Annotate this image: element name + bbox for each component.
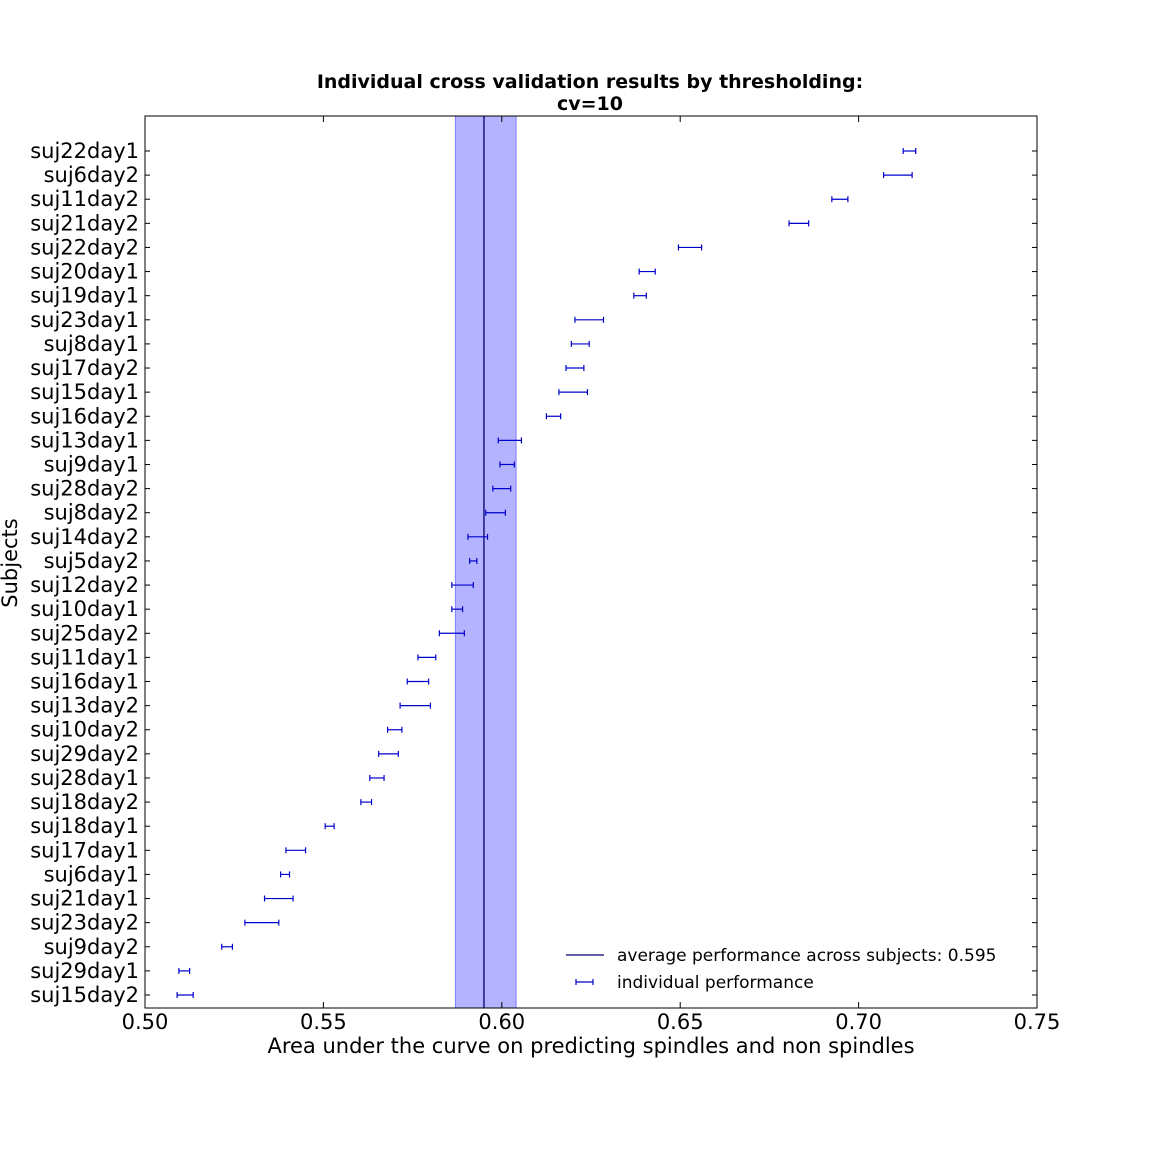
y-axis-label: Subjects [0,518,22,607]
errorbar-suj10day1 [451,606,464,613]
errorbar-suj25day2 [438,630,465,637]
y-tick-label: suj29day2 [30,742,139,766]
errorbar-suj11day1 [417,654,437,661]
y-tick-label: suj10day1 [30,597,139,621]
y-tick-label: suj10day2 [30,718,139,742]
legend-mean-label: average performance across subjects: 0.5… [617,946,996,966]
errorbar-suj29day1 [178,967,191,974]
x-tick-label: 0.65 [657,1010,704,1034]
errorbar-suj6day1 [279,871,291,878]
y-tick-label: suj15day1 [30,380,139,404]
chart-title-line1: Individual cross validation results by t… [317,71,863,93]
errorbar-suj23day2 [244,919,280,926]
x-tick-label: 0.70 [835,1010,882,1034]
errorbar-suj18day1 [324,823,335,830]
x-axis-label: Area under the curve on predicting spind… [267,1034,914,1058]
errorbar-suj19day1 [633,292,647,299]
y-tick-label: suj23day2 [30,911,139,935]
errorbar-suj9day2 [221,943,234,950]
y-tick-label: suj8day1 [44,332,139,356]
legend: average performance across subjects: 0.5… [566,946,996,993]
legend-individual-label: individual performance [617,973,814,993]
y-tick-label: suj12day2 [30,573,139,597]
mean-band-layer [454,115,517,1009]
y-tick-label: suj13day1 [30,428,139,452]
y-tick-label: suj21day1 [30,887,139,911]
x-tick-label: 0.60 [478,1010,525,1034]
errorbar-suj28day1 [369,774,385,781]
tick-labels-layer: suj22day1suj6day2suj11day2suj21day2suj22… [30,139,1060,1034]
mean-confidence-band [454,115,517,1009]
y-tick-label: suj6day2 [44,163,139,187]
x-tick-label: 0.50 [122,1010,169,1034]
y-tick-label: suj18day1 [30,814,139,838]
errorbar-suj21day2 [788,220,810,227]
errorbar-suj13day1 [497,437,523,444]
y-tick-label: suj9day1 [44,452,139,476]
errorbar-suj16day2 [545,413,562,420]
y-tick-label: suj9day2 [44,935,139,959]
errorbar-suj12day2 [451,582,474,589]
plot-frame [144,115,1038,1009]
errorbar-suj14day2 [467,533,489,540]
y-tick-label: suj29day1 [30,959,139,983]
y-tick-label: suj14day2 [30,525,139,549]
errorbar-suj21day1 [263,895,294,902]
y-tick-label: suj28day1 [30,766,139,790]
y-tick-label: suj22day2 [30,235,139,259]
legend-errorbar-swatch [575,979,594,985]
y-tick-label: suj5day2 [44,549,139,573]
y-tick-label: suj17day1 [30,838,139,862]
errorbar-suj8day1 [570,340,590,347]
y-tick-label: suj19day1 [30,284,139,308]
errorbar-suj20day1 [638,268,656,275]
y-tick-label: suj11day1 [30,645,139,669]
y-tick-label: suj16day2 [30,404,139,428]
errorbar-suj17day1 [285,847,307,854]
errorbar-suj17day2 [565,365,585,372]
errorbar-suj11day2 [831,196,849,203]
errorbar-suj22day1 [902,148,917,154]
errorbar-suj6day2 [882,172,913,179]
ticks-layer [144,116,1038,1008]
errorbar-suj15day2 [176,992,194,998]
errorbar-suj28day2 [492,485,512,492]
x-tick-label: 0.75 [1014,1010,1061,1034]
y-tick-label: suj11day2 [30,187,139,211]
errorbar-suj8day2 [485,509,506,516]
y-tick-label: suj8day2 [44,501,139,525]
y-tick-label: suj15day2 [30,983,139,1007]
y-tick-label: suj22day1 [30,139,139,163]
errorbars-layer [176,148,917,998]
errorbar-suj5day2 [469,557,478,564]
errorbar-suj29day2 [378,750,399,757]
errorbar-suj16day1 [406,678,430,685]
y-tick-label: suj25day2 [30,621,139,645]
x-tick-label: 0.55 [300,1010,347,1034]
y-tick-label: suj21day2 [30,211,139,235]
errorbar-suj13day2 [399,702,432,709]
y-tick-label: suj6day1 [44,862,139,886]
y-tick-label: suj23day1 [30,308,139,332]
errorbar-suj10day2 [387,726,403,733]
chart-title-line2: cv=10 [557,93,623,115]
errorbar-suj9day1 [499,461,515,468]
y-tick-label: suj17day2 [30,356,139,380]
errorbar-suj23day1 [574,316,605,323]
errorbar-suj18day2 [360,799,373,806]
y-tick-label: suj18day2 [30,790,139,814]
y-tick-label: suj28day2 [30,477,139,501]
y-tick-label: suj16day1 [30,670,139,694]
errorbar-suj22day2 [677,244,703,251]
errorbar-suj15day1 [558,389,589,396]
y-tick-label: suj20day1 [30,260,139,284]
y-tick-label: suj13day2 [30,694,139,718]
